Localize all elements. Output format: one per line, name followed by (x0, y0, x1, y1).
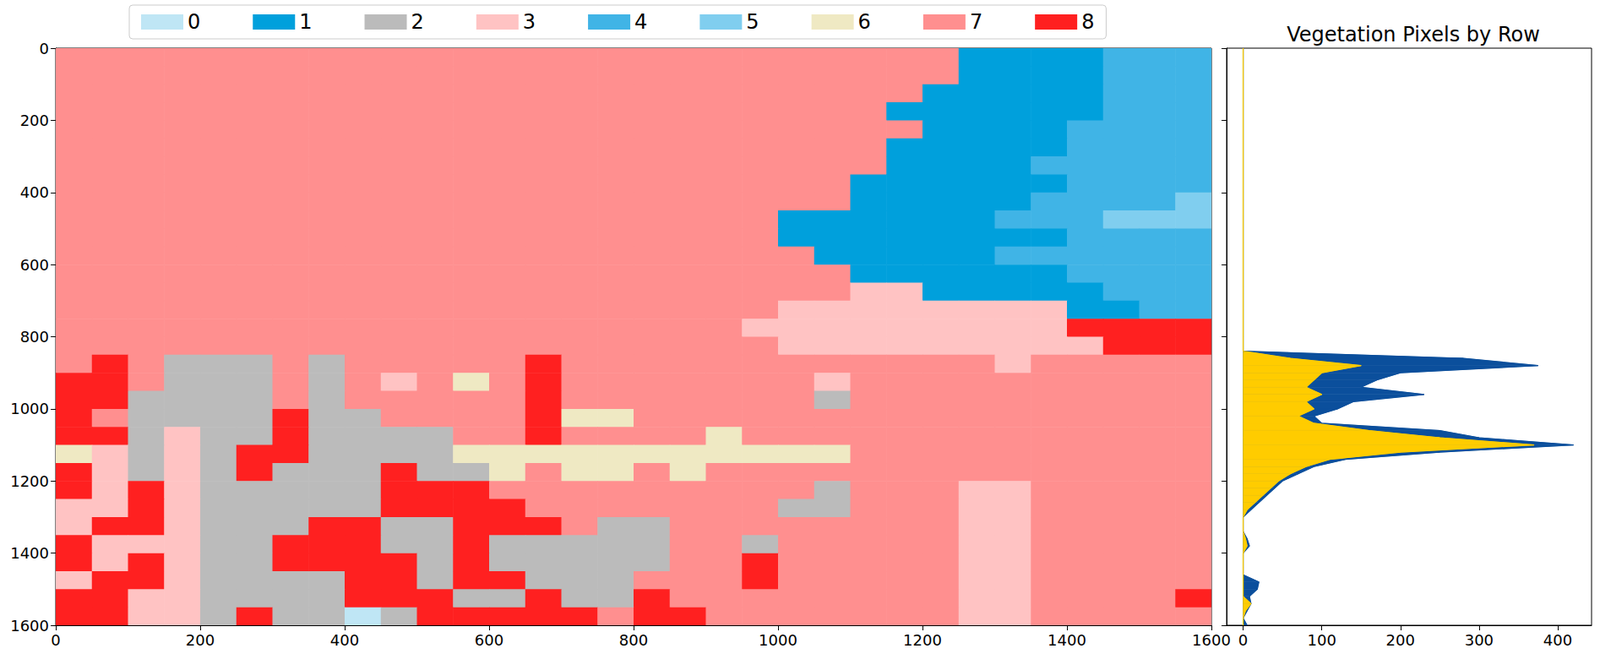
svg-text:8: 8 (1081, 10, 1094, 34)
svg-text:0: 0 (1238, 631, 1248, 649)
svg-text:0: 0 (39, 39, 49, 58)
svg-text:1: 1 (299, 10, 312, 34)
svg-text:Vegetation Pixels by Row: Vegetation Pixels by Row (1286, 22, 1541, 47)
svg-text:800: 800 (619, 631, 648, 649)
svg-text:800: 800 (20, 327, 49, 346)
svg-text:600: 600 (20, 255, 49, 274)
svg-text:2: 2 (411, 10, 425, 34)
svg-text:0: 0 (187, 10, 201, 34)
svg-text:1400: 1400 (1047, 631, 1087, 649)
svg-text:1600: 1600 (10, 616, 49, 635)
svg-text:400: 400 (1543, 631, 1573, 649)
svg-text:3: 3 (522, 10, 536, 34)
svg-text:600: 600 (474, 631, 504, 649)
svg-text:0: 0 (50, 631, 60, 649)
svg-text:1400: 1400 (10, 544, 49, 562)
svg-text:200: 200 (185, 631, 215, 649)
svg-text:7: 7 (969, 10, 983, 34)
svg-text:300: 300 (1464, 631, 1494, 649)
svg-text:1200: 1200 (10, 472, 49, 490)
svg-text:1000: 1000 (10, 399, 49, 418)
svg-text:400: 400 (330, 631, 360, 649)
svg-text:200: 200 (1386, 631, 1415, 649)
svg-text:1000: 1000 (758, 631, 798, 649)
svg-text:100: 100 (1306, 631, 1336, 649)
svg-text:5: 5 (745, 10, 759, 34)
svg-text:1600: 1600 (1191, 631, 1231, 649)
svg-text:4: 4 (634, 10, 648, 34)
svg-text:400: 400 (20, 183, 49, 202)
svg-text:200: 200 (20, 111, 49, 130)
svg-text:6: 6 (858, 10, 871, 34)
svg-text:1200: 1200 (903, 631, 942, 649)
